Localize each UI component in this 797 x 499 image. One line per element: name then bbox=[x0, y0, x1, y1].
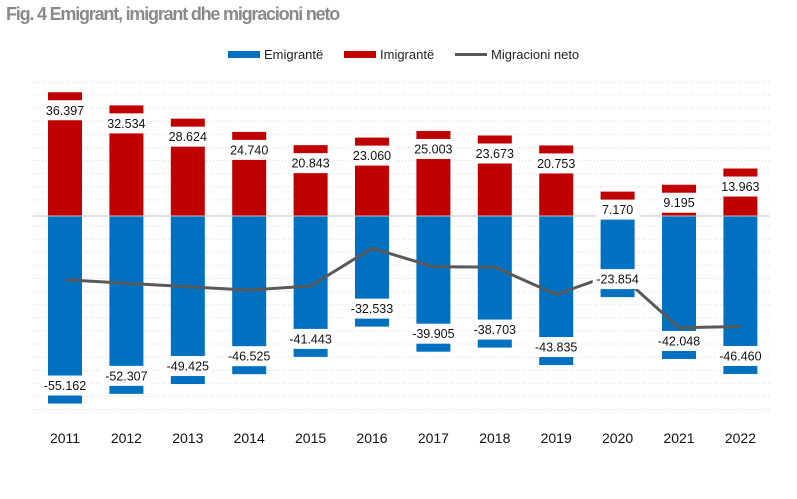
legend-item-imigrante: Imigrantë bbox=[344, 47, 434, 62]
x-tick-label-2014: 2014 bbox=[234, 430, 265, 446]
label-bg-emigrante-2020 bbox=[592, 269, 643, 290]
x-tick-label-2020: 2020 bbox=[602, 430, 633, 446]
label-bg-imigrante-2017 bbox=[411, 138, 456, 159]
label-bg-emigrante-2021 bbox=[654, 330, 704, 351]
data-label-imigrante-2020: 7.170 bbox=[602, 203, 633, 217]
data-label-imigrante-2014: 24.740 bbox=[230, 143, 268, 157]
data-label-emigrante-2017: -39.905 bbox=[412, 327, 454, 341]
label-bg-emigrante-2012 bbox=[101, 365, 152, 386]
label-bg-emigrante-2022 bbox=[715, 345, 766, 366]
legend-swatch-emigrante bbox=[228, 51, 260, 58]
x-tick-label-2019: 2019 bbox=[541, 430, 572, 446]
data-label-imigrante-2021: 9.195 bbox=[663, 196, 694, 210]
x-tick-label-2015: 2015 bbox=[295, 430, 326, 446]
chart-title: Fig. 4 Emigrant, imigrant dhe migracioni… bbox=[6, 4, 340, 24]
label-bg-imigrante-2019 bbox=[534, 153, 579, 174]
data-label-imigrante-2022: 13.963 bbox=[721, 180, 759, 194]
bar-emigrante-2011 bbox=[48, 216, 82, 404]
label-bg-imigrante-2014 bbox=[227, 139, 272, 160]
label-bg-imigrante-2021 bbox=[657, 192, 701, 213]
data-label-emigrante-2018: -38.703 bbox=[474, 323, 516, 337]
data-label-emigrante-2016: -32.533 bbox=[351, 302, 393, 316]
x-tick-label-2012: 2012 bbox=[111, 430, 142, 446]
x-tick-label-2016: 2016 bbox=[356, 430, 387, 446]
label-bg-emigrante-2017 bbox=[408, 323, 459, 344]
x-tick-label-2021: 2021 bbox=[663, 430, 694, 446]
label-bg-emigrante-2019 bbox=[531, 337, 582, 358]
label-bg-imigrante-2022 bbox=[718, 176, 763, 197]
label-bg-emigrante-2018 bbox=[469, 319, 520, 340]
legend-swatch-imigrante bbox=[344, 51, 376, 58]
bar-emigrante-2013 bbox=[170, 216, 205, 385]
x-tick-label-2017: 2017 bbox=[418, 430, 449, 446]
data-label-emigrante-2021: -42.048 bbox=[658, 334, 700, 348]
data-label-imigrante-2013: 28.624 bbox=[169, 130, 207, 144]
data-label-imigrante-2015: 20.843 bbox=[291, 157, 329, 171]
legend-item-migracioni-neto: Migracioni neto bbox=[455, 47, 579, 62]
legend-label-emigrante: Emigrantë bbox=[264, 47, 324, 62]
legend: Emigrantë Imigrantë Migracioni neto bbox=[0, 47, 797, 67]
label-bg-imigrante-2012 bbox=[104, 113, 149, 134]
x-axis-labels: 2011 2012 2013 2014 2015 2016 2017 2018 2019 2020… bbox=[50, 430, 756, 446]
label-bg-imigrante-2011 bbox=[43, 100, 87, 121]
data-label-imigrante-2019: 20.753 bbox=[537, 157, 575, 171]
label-bg-imigrante-2016 bbox=[350, 145, 394, 166]
legend-label-imigrante: Imigrantë bbox=[380, 47, 435, 62]
label-bg-imigrante-2020 bbox=[595, 199, 640, 220]
legend-label-migracioni-neto: Migracioni neto bbox=[491, 47, 580, 62]
data-label-imigrante-2017: 25.003 bbox=[414, 142, 452, 156]
data-labels: 36.397 -55.162 32.534 -52.307 28.624 -49.425 2… bbox=[40, 100, 766, 396]
data-label-emigrante-2022: -46.460 bbox=[719, 349, 761, 363]
data-label-emigrante-2014: -46.525 bbox=[228, 350, 270, 364]
label-bg-emigrante-2016 bbox=[347, 298, 397, 319]
x-tick-label-2022: 2022 bbox=[725, 430, 756, 446]
data-label-emigrante-2020: -23.854 bbox=[596, 273, 638, 287]
x-tick-label-2013: 2013 bbox=[172, 430, 203, 446]
label-bg-emigrante-2014 bbox=[224, 346, 275, 367]
data-label-emigrante-2015: -41.443 bbox=[289, 332, 331, 346]
bar-emigrante-2012 bbox=[109, 216, 144, 394]
legend-swatch-migracioni-neto bbox=[455, 53, 487, 56]
legend-item-emigrante: Emigrantë bbox=[228, 47, 323, 62]
data-label-imigrante-2016: 23.060 bbox=[353, 149, 391, 163]
data-label-imigrante-2018: 23.673 bbox=[476, 147, 514, 161]
label-bg-imigrante-2018 bbox=[472, 143, 517, 164]
data-label-emigrante-2011: -55.162 bbox=[44, 379, 86, 393]
label-bg-imigrante-2015 bbox=[288, 153, 333, 174]
data-label-imigrante-2011: 36.397 bbox=[46, 104, 84, 118]
data-label-emigrante-2012: -52.307 bbox=[105, 369, 147, 383]
data-label-imigrante-2012: 32.534 bbox=[107, 117, 145, 131]
x-tick-label-2018: 2018 bbox=[479, 430, 510, 446]
x-tick-label-2011: 2011 bbox=[50, 430, 80, 446]
label-bg-emigrante-2013 bbox=[162, 356, 213, 377]
label-bg-emigrante-2015 bbox=[285, 328, 336, 349]
label-bg-imigrante-2013 bbox=[165, 126, 210, 147]
data-label-emigrante-2019: -43.835 bbox=[535, 341, 577, 355]
data-label-emigrante-2013: -49.425 bbox=[167, 360, 209, 374]
label-bg-emigrante-2011 bbox=[40, 375, 90, 396]
